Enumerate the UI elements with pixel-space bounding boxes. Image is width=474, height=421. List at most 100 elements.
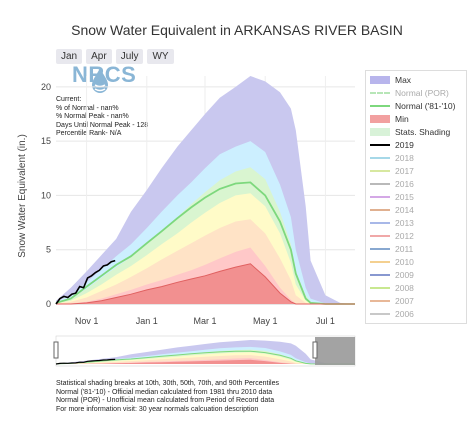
- legend: Max Normal (POR) Normal ('81-'10) Min Stats.…: [365, 70, 467, 324]
- range-button-apr[interactable]: Apr: [86, 49, 112, 64]
- legend-label: 2018: [395, 153, 414, 163]
- legend-swatch: [370, 92, 390, 94]
- legend-label: 2011: [395, 244, 414, 254]
- y-tick-label: 10: [41, 190, 51, 200]
- footnote-more-info: For more information visit: 30 year norm…: [56, 405, 259, 413]
- legend-item-2017[interactable]: 2017: [366, 165, 466, 177]
- legend-swatch: [370, 157, 390, 159]
- legend-label: Stats. Shading: [395, 127, 451, 137]
- legend-swatch: [370, 105, 390, 107]
- footnotes: Statistical shading breaks at 10th, 30th…: [56, 380, 279, 414]
- legend-label: Min: [395, 114, 409, 124]
- slider-preview: [55, 340, 355, 365]
- legend-swatch: [370, 144, 390, 146]
- normal-line: [55, 181, 355, 305]
- legend-label: Normal ('81-'10): [395, 101, 456, 111]
- legend-label: Max: [395, 75, 412, 85]
- legend-label: 2009: [395, 270, 414, 280]
- legend-item-2015[interactable]: 2015: [366, 191, 466, 203]
- legend-item-2016[interactable]: 2016: [366, 178, 466, 190]
- slider-handle-right[interactable]: [312, 341, 318, 359]
- legend-label: 2006: [395, 309, 414, 319]
- series-2019-line: [55, 259, 116, 305]
- x-tick-labels: Nov 1 Jan 1 Mar 1 May 1 Jul 1: [75, 316, 335, 326]
- legend-item-2014[interactable]: 2014: [366, 204, 466, 216]
- legend-item-normal-81-10[interactable]: Normal ('81-'10): [366, 100, 466, 112]
- x-tick-label: May 1: [253, 316, 278, 326]
- mini-2019-line: [55, 358, 116, 365]
- y-tick-label: 15: [41, 136, 51, 146]
- x-tick-label: Nov 1: [75, 316, 99, 326]
- legend-swatch: [370, 183, 390, 185]
- legend-swatch: [370, 248, 390, 250]
- legend-swatch: [370, 235, 390, 237]
- range-button-july[interactable]: July: [115, 49, 144, 64]
- legend-swatch: [370, 287, 390, 289]
- legend-item-max[interactable]: Max: [366, 74, 466, 86]
- x-tick-label: Jan 1: [136, 316, 158, 326]
- y-tick-label: 20: [41, 82, 51, 92]
- legend-label: 2019: [395, 140, 414, 150]
- footnote-normal-81-10: Normal ('81-'10) - Official median calcu…: [56, 388, 273, 396]
- range-button-jan[interactable]: Jan: [56, 49, 83, 64]
- min-line: [56, 263, 355, 305]
- legend-item-2009[interactable]: 2009: [366, 269, 466, 281]
- legend-item-2012[interactable]: 2012: [366, 230, 466, 242]
- legend-swatch: [370, 261, 390, 263]
- legend-item-2010[interactable]: 2010: [366, 256, 466, 268]
- y-tick-label: 5: [46, 245, 51, 255]
- range-button-wy[interactable]: WY: [147, 49, 174, 64]
- legend-label: 2014: [395, 205, 414, 215]
- days-until-peak: Days Until Normal Peak - 128: [56, 121, 149, 129]
- legend-swatch: [370, 274, 390, 276]
- y-tick-label: 0: [46, 299, 51, 309]
- legend-label: 2008: [395, 283, 414, 293]
- slider-handle-left[interactable]: [53, 341, 59, 359]
- range-slider[interactable]: [53, 335, 356, 367]
- legend-label: 2010: [395, 257, 414, 267]
- series-lines: [55, 181, 355, 305]
- mini-normal-line: [55, 350, 355, 365]
- area-30th: [56, 219, 355, 304]
- legend-label: 2016: [395, 179, 414, 189]
- legend-item-normal-por[interactable]: Normal (POR): [366, 87, 466, 99]
- area-min: [56, 263, 355, 304]
- legend-swatch: [370, 76, 390, 84]
- mini-area: [56, 359, 355, 364]
- y-tick-labels: 0 5 10 15 20: [41, 82, 51, 309]
- x-tick-label: Mar 1: [193, 316, 216, 326]
- legend-item-2019[interactable]: 2019: [366, 139, 466, 151]
- legend-label: 2013: [395, 218, 414, 228]
- footnote-shading: Statistical shading breaks at 10th, 30th…: [56, 380, 279, 387]
- legend-label: 2015: [395, 192, 414, 202]
- legend-item-2011[interactable]: 2011: [366, 243, 466, 255]
- mini-area: [56, 355, 355, 364]
- legend-label: Normal (POR): [395, 88, 449, 98]
- pct-normal: % of Normal - nan%: [56, 104, 119, 112]
- stat-areas: [56, 76, 355, 304]
- nrcs-logo: NRCS: [72, 62, 137, 87]
- legend-item-stats-shading[interactable]: Stats. Shading: [366, 126, 466, 138]
- legend-swatch: [370, 128, 390, 136]
- legend-swatch: [370, 313, 390, 315]
- x-tick-label: Jul 1: [316, 316, 335, 326]
- legend-item-2006[interactable]: 2006: [366, 308, 466, 320]
- percentile-rank: Percentile Rank- N/A: [56, 130, 122, 137]
- legend-swatch: [370, 209, 390, 211]
- legend-item-2018[interactable]: 2018: [366, 152, 466, 164]
- legend-item-2007[interactable]: 2007: [366, 295, 466, 307]
- footnote-normal-por: Normal (POR) - Unofficial mean calculate…: [56, 397, 275, 404]
- legend-label: 2007: [395, 296, 414, 306]
- legend-swatch: [370, 196, 390, 198]
- current-heading: Current:: [56, 96, 82, 103]
- legend-item-2008[interactable]: 2008: [366, 282, 466, 294]
- legend-item-2013[interactable]: 2013: [366, 217, 466, 229]
- pct-normal-peak: % Normal Peak - nan%: [56, 113, 129, 120]
- legend-swatch: [370, 115, 390, 123]
- legend-item-min[interactable]: Min: [366, 113, 466, 125]
- legend-swatch: [370, 222, 390, 224]
- current-stats: Current: % of Normal - nan% % Normal Pea…: [56, 96, 148, 139]
- legend-swatch: [370, 170, 390, 172]
- legend-label: 2012: [395, 231, 414, 241]
